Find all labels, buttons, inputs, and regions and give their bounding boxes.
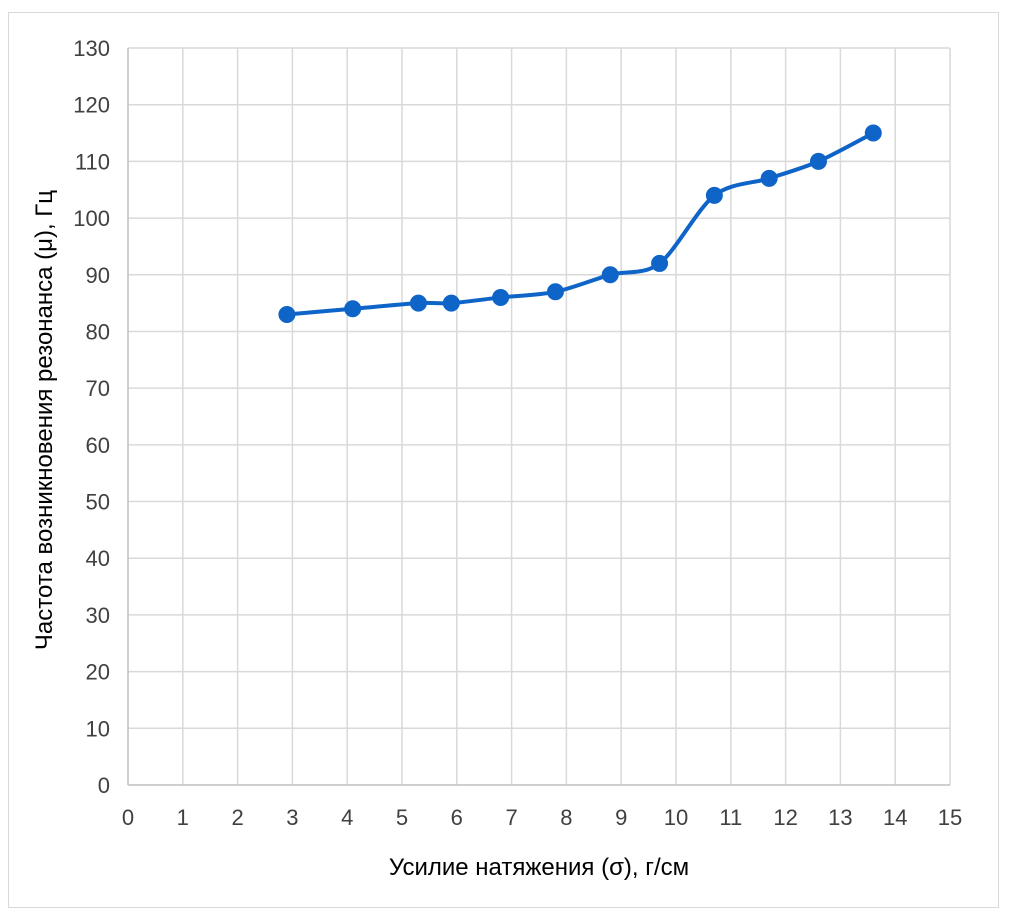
y-tick-label: 0 <box>98 773 110 798</box>
y-tick-label: 80 <box>86 319 110 344</box>
y-tick-label: 100 <box>73 206 110 231</box>
data-point <box>492 288 510 306</box>
y-tick-label: 120 <box>73 93 110 118</box>
y-tick-label: 30 <box>86 603 110 628</box>
data-point <box>651 254 669 272</box>
data-point <box>278 305 296 323</box>
y-tick-label: 70 <box>86 376 110 401</box>
data-point <box>601 266 619 284</box>
y-tick-label: 10 <box>86 716 110 741</box>
series <box>278 124 882 323</box>
data-point <box>864 124 882 142</box>
x-tick-label: 3 <box>286 805 298 830</box>
y-axis-title: Частота возникновения резонанса (μ), Гц <box>31 190 58 650</box>
x-tick-label: 10 <box>664 805 688 830</box>
x-tick-label: 12 <box>773 805 797 830</box>
x-tick-label: 0 <box>122 805 134 830</box>
y-tick-label: 40 <box>86 546 110 571</box>
y-tick-label: 130 <box>73 36 110 61</box>
y-tick-label: 50 <box>86 490 110 515</box>
x-tick-label: 7 <box>505 805 517 830</box>
gridlines <box>128 47 951 785</box>
data-point <box>344 300 362 318</box>
x-tick-label: 14 <box>883 805 907 830</box>
x-tick-label: 15 <box>938 805 962 830</box>
x-tick-label: 6 <box>451 805 463 830</box>
data-point <box>760 169 778 187</box>
x-tick-label: 1 <box>177 805 189 830</box>
x-tick-label: 8 <box>560 805 572 830</box>
y-tick-label: 110 <box>75 149 110 174</box>
data-point <box>705 186 723 204</box>
x-tick-label: 5 <box>396 805 408 830</box>
x-tick-label: 11 <box>719 805 742 830</box>
data-point <box>809 152 827 170</box>
data-point <box>409 294 427 312</box>
x-tick-label: 9 <box>615 805 627 830</box>
y-tick-label: 60 <box>86 433 110 458</box>
x-tick-label: 13 <box>828 805 852 830</box>
x-tick-label: 4 <box>341 805 353 830</box>
y-tick-label: 20 <box>86 660 110 685</box>
x-tick-label: 2 <box>231 805 243 830</box>
x-axis-title: Усилие натяжения (σ), г/см <box>389 854 689 881</box>
data-point <box>546 283 564 301</box>
data-point <box>442 294 460 312</box>
y-tick-label: 90 <box>86 263 110 288</box>
